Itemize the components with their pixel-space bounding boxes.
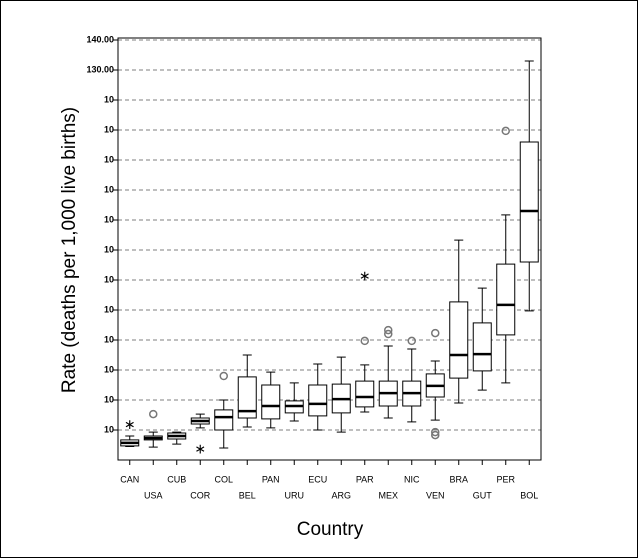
x-tick-label: ECU [308, 474, 327, 484]
y-tick-label: 10 [104, 334, 114, 344]
box [519, 141, 539, 263]
box [237, 376, 257, 419]
y-axis-label: Rate (deaths per 1,000 live births) [59, 107, 80, 393]
y-tick-label: 10 [104, 394, 114, 404]
x-tick-label: NIC [404, 474, 420, 484]
y-tick-label: 10 [104, 304, 114, 314]
outlier [431, 328, 440, 338]
outlier: ∗ [359, 268, 371, 284]
y-tick-label: 10 [104, 274, 114, 284]
box [261, 384, 281, 420]
outlier [360, 336, 369, 346]
x-tick-label: USA [144, 490, 163, 500]
x-tick-label: BRA [449, 474, 468, 484]
outlier [384, 325, 393, 335]
y-tick-label: 10 [104, 184, 114, 194]
x-tick-label: COL [214, 474, 233, 484]
box [214, 409, 234, 431]
x-tick-label: MEX [378, 490, 398, 500]
y-tick-label: 130.00 [86, 64, 114, 74]
y-tick-label: 140.00 [86, 34, 114, 44]
outlier [407, 336, 416, 346]
y-tick-label: 10 [104, 424, 114, 434]
y-tick-label: 10 [104, 124, 114, 134]
y-tick-label: 10 [104, 364, 114, 374]
x-tick-label: PAN [262, 474, 280, 484]
outlier [501, 126, 510, 136]
outlier: ∗ [194, 441, 206, 457]
outlier [431, 430, 440, 440]
x-tick-label: BOL [520, 490, 538, 500]
box [308, 384, 328, 417]
outlier [219, 371, 228, 381]
box [472, 322, 492, 372]
x-tick-label: COR [190, 490, 211, 500]
x-tick-label: PER [496, 474, 515, 484]
x-tick-label: BEL [239, 490, 256, 500]
box [496, 263, 516, 336]
x-tick-label: VEN [426, 490, 445, 500]
x-tick-label: URU [285, 490, 305, 500]
y-tick-label: 10 [104, 214, 114, 224]
x-tick-label: ARG [331, 490, 351, 500]
box [449, 301, 469, 379]
x-axis-label: Country [297, 519, 364, 540]
outlier: ∗ [124, 416, 136, 432]
outlier [431, 427, 440, 437]
outlier [149, 409, 158, 419]
plot-frame [117, 37, 542, 461]
x-tick-label: PAR [356, 474, 374, 484]
y-tick-label: 10 [104, 94, 114, 104]
x-tick-label: CUB [167, 474, 186, 484]
box [355, 380, 375, 408]
x-tick-label: CAN [120, 474, 139, 484]
y-tick-label: 10 [104, 154, 114, 164]
x-tick-label: GUT [473, 490, 493, 500]
outlier [384, 329, 393, 339]
y-tick-label: 10 [104, 244, 114, 254]
